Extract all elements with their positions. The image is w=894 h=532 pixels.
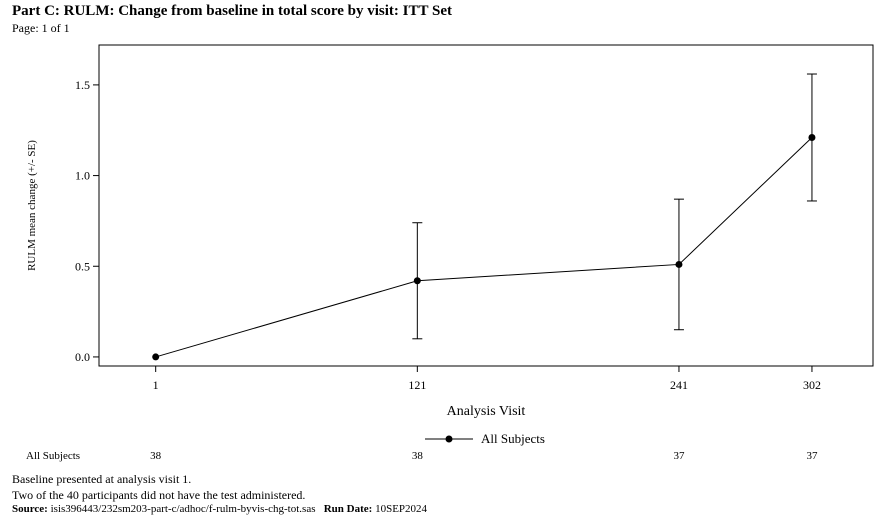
subjects-count: 37 xyxy=(806,450,818,462)
chart: 0.0 0.5 1.0 1.5 1 121 241 302 Analysis Visit RULM… xyxy=(26,44,874,462)
x-tick-label: 121 xyxy=(408,378,426,392)
subjects-count: 38 xyxy=(412,450,424,462)
y-axis-label: RULM mean change (+/- SE) xyxy=(26,140,38,271)
y-tick-label: 0.0 xyxy=(75,350,90,364)
y-tick-label: 1.0 xyxy=(75,169,90,183)
footnote-baseline: Baseline presented at analysis visit 1. xyxy=(12,472,192,486)
data-point xyxy=(808,133,816,141)
source-path: isis396443/232sm203-part-c/adhoc/f-rulm-… xyxy=(50,503,316,515)
footnote-participants: Two of the 40 participants did not have … xyxy=(12,488,306,502)
x-axis-label: Analysis Visit xyxy=(447,404,526,419)
source-line: Source: isis396443/232sm203-part-c/adhoc… xyxy=(12,503,427,515)
run-date-label: Run Date: xyxy=(323,503,373,515)
subjects-row-label: All Subjects xyxy=(26,450,80,462)
series-line xyxy=(155,137,813,358)
run-date-value: 10SEP2024 xyxy=(375,503,428,515)
data-point xyxy=(675,260,683,268)
x-tick-label: 302 xyxy=(803,378,821,392)
y-tick-label: 1.5 xyxy=(75,78,90,92)
subjects-count: 38 xyxy=(150,450,162,462)
plot-frame xyxy=(98,44,874,367)
legend-label: All Subjects xyxy=(481,431,545,446)
subjects-count: 37 xyxy=(673,450,685,462)
x-tick-label: 241 xyxy=(670,378,688,392)
page-title: Part C: RULM: Change from baseline in to… xyxy=(12,3,452,19)
source-label: Source: xyxy=(12,503,48,515)
data-point xyxy=(152,353,160,361)
y-tick-label: 0.5 xyxy=(75,259,90,273)
data-point xyxy=(413,277,421,285)
page-number: Page: 1 of 1 xyxy=(12,21,70,35)
x-tick-label: 1 xyxy=(153,378,159,392)
legend-marker xyxy=(445,435,453,443)
